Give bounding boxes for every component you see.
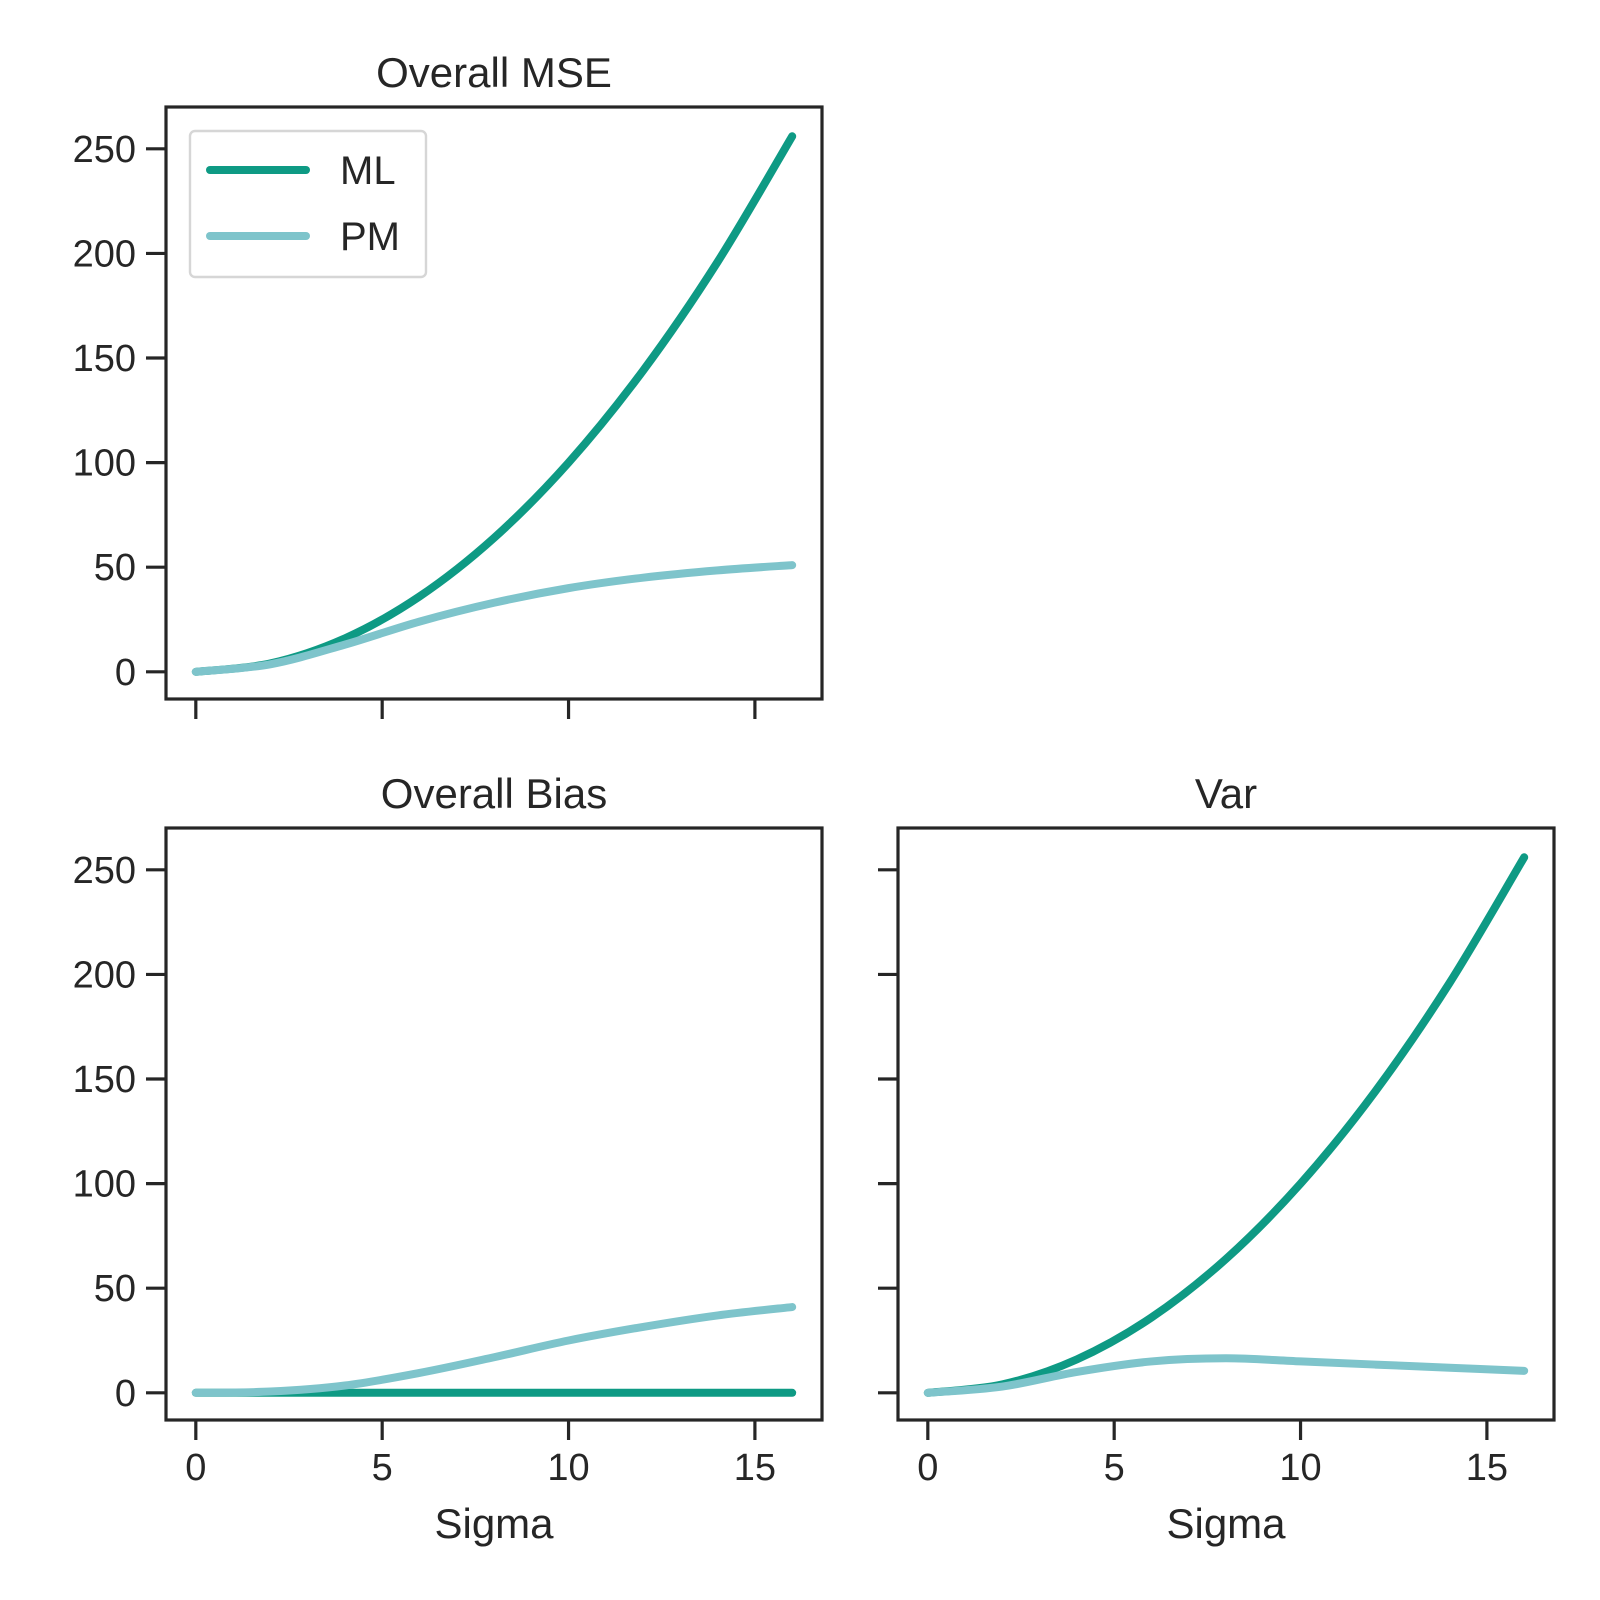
y-tick-label: 50: [94, 547, 136, 589]
chart-title: Overall MSE: [376, 49, 612, 96]
y-tick-label: 200: [73, 233, 136, 275]
axes-frame: [164, 826, 824, 1422]
y-tick-label: 150: [73, 1059, 136, 1101]
x-axis-label: Sigma: [434, 1500, 554, 1547]
series-line-pm: [191, 1303, 797, 1397]
y-tick-label: 0: [115, 1373, 136, 1415]
axes-frame: [896, 826, 1556, 1422]
panel-overall-mse: Overall MSE 0 50 100 150 200 250 ML PM: [73, 49, 824, 719]
x-tick-label: 0: [185, 1447, 206, 1489]
x-tick-label: 10: [1279, 1447, 1321, 1489]
chart-title: Var: [1195, 770, 1257, 817]
y-tick-label: 200: [73, 954, 136, 996]
axes-frame: [164, 105, 824, 701]
panel-var: Var 0 5 10 15 Sigma: [878, 770, 1556, 1547]
y-tick-label: 100: [73, 443, 136, 485]
y-tick-label: 150: [73, 338, 136, 380]
series-line-ml: [923, 853, 1529, 1397]
series-group: [191, 1303, 797, 1397]
legend-label-pm: PM: [340, 215, 400, 259]
y-tick-label: 250: [73, 850, 136, 892]
legend-label-ml: ML: [340, 149, 396, 193]
x-tick-label: 5: [372, 1447, 393, 1489]
series-line-pm: [191, 561, 797, 676]
y-tick-label: 100: [73, 1164, 136, 1206]
x-tick-label: 15: [1466, 1447, 1508, 1489]
y-tick-label: 250: [73, 129, 136, 171]
series-line-pm: [923, 1354, 1529, 1397]
y-tick-label: 50: [94, 1268, 136, 1310]
x-tick-label: 10: [547, 1447, 589, 1489]
x-axis-label: Sigma: [1166, 1500, 1286, 1547]
x-tick-label: 5: [1104, 1447, 1125, 1489]
y-tick-label: 0: [115, 652, 136, 694]
x-tick-label: 0: [917, 1447, 938, 1489]
series-group: [191, 132, 797, 676]
series-group: [923, 853, 1529, 1397]
x-tick-label: 15: [734, 1447, 776, 1489]
chart-title: Overall Bias: [381, 770, 607, 817]
legend: ML PM: [188, 129, 428, 279]
